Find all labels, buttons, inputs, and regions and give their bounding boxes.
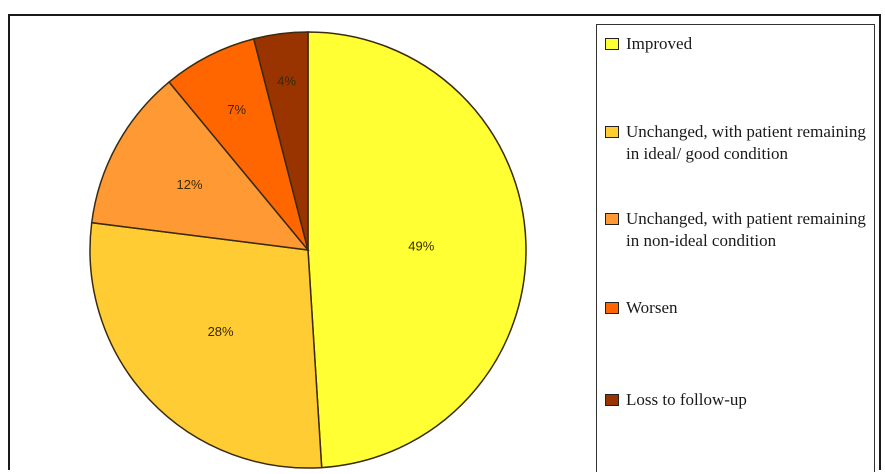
pie-slice-unchanged-nonideal (90, 80, 310, 251)
legend-item-unchanged-nonideal: Unchanged, with patient remaining in non… (605, 208, 867, 252)
legend-label-loss-to-follow-up: Loss to follow-up (626, 390, 747, 409)
slice-label-loss-to-follow-up: 4% (277, 73, 296, 88)
legend-swatch-improved (605, 38, 619, 50)
pie-slice-loss-to-follow-up (252, 31, 309, 251)
legend-swatch-unchanged-good (605, 126, 619, 138)
slice-label-unchanged-good: 28% (208, 324, 234, 339)
legend-label-unchanged-nonideal: Unchanged, with patient remaining in non… (626, 209, 866, 250)
slice-label-improved: 49% (408, 238, 434, 253)
legend-item-improved: Improved (605, 33, 867, 55)
slice-label-unchanged-nonideal: 12% (177, 177, 203, 192)
legend: Improved Unchanged, with patient remaini… (596, 24, 875, 472)
legend-swatch-unchanged-nonideal (605, 213, 619, 225)
legend-swatch-worsen (605, 302, 619, 314)
pie-slice-improved (307, 31, 527, 469)
legend-item-worsen: Worsen (605, 297, 867, 319)
legend-label-unchanged-good: Unchanged, with patient remaining in ide… (626, 122, 866, 163)
legend-swatch-loss-to-follow-up (605, 394, 619, 406)
pie-slice-unchanged-good (89, 221, 323, 469)
legend-label-worsen: Worsen (626, 298, 678, 317)
legend-item-unchanged-good: Unchanged, with patient remaining in ide… (605, 121, 867, 165)
legend-label-improved: Improved (626, 34, 693, 53)
slice-label-worsen: 7% (227, 102, 246, 117)
legend-item-loss-to-follow-up: Loss to follow-up (605, 389, 867, 411)
